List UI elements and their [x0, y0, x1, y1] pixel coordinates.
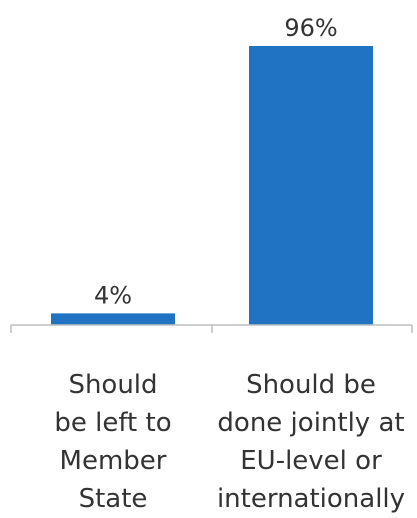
category-label-member-state: Should be left to Member State	[54, 370, 172, 514]
value-label-member-state: 4%	[94, 281, 132, 309]
category-label-eu-level: Should be done jointly at EU-level or in…	[216, 370, 406, 514]
bars-group	[51, 46, 373, 325]
value-label-eu-level: 96%	[284, 14, 337, 42]
bar-member-state	[51, 313, 175, 325]
value-labels-group: 4% 96%	[94, 14, 338, 309]
bar-eu-level	[249, 46, 373, 325]
x-axis-ticks	[10, 325, 413, 333]
